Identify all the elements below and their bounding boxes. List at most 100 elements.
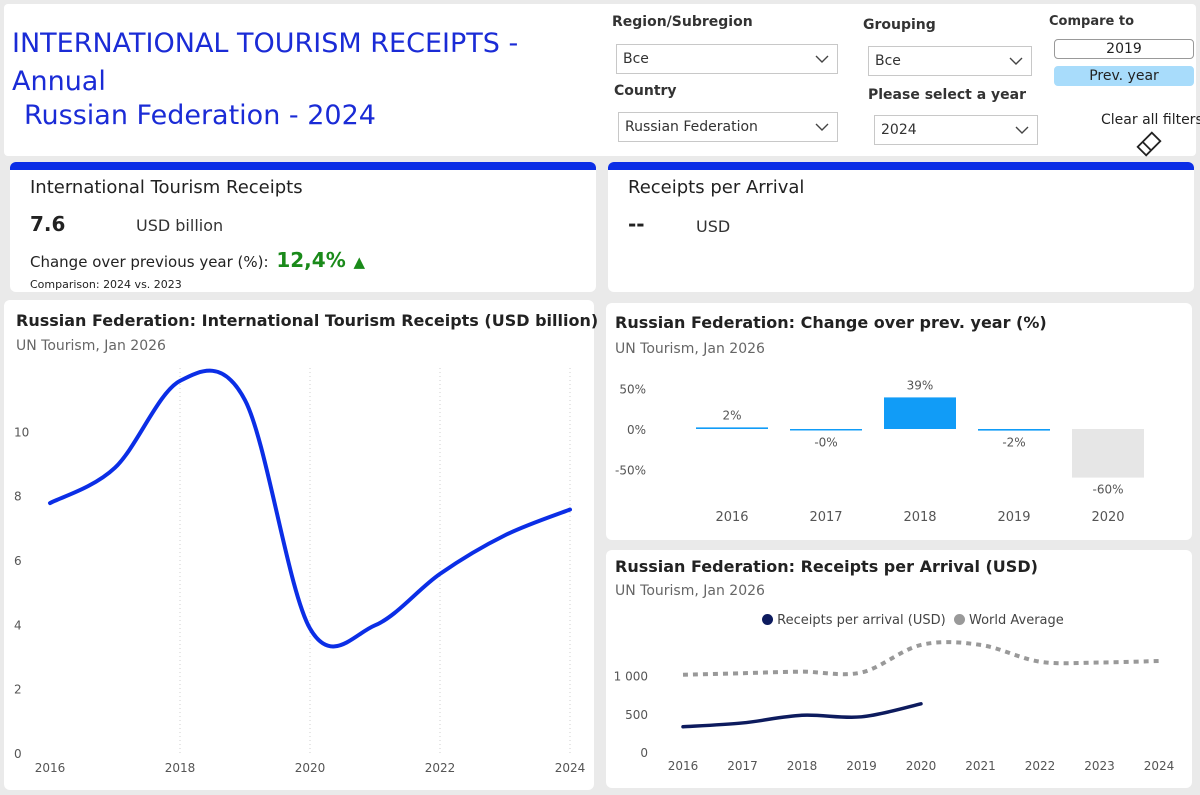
- chart-subtitle: UN Tourism, Jan 2026: [615, 583, 765, 599]
- data-label: -60%: [1092, 483, 1123, 497]
- header-panel: INTERNATIONAL TOURISM RECEIPTS - Annual …: [4, 4, 1200, 158]
- compare-option-prev-year[interactable]: Prev. year: [1054, 66, 1194, 86]
- chevron-down-icon: [1009, 57, 1023, 65]
- chart-title: Russian Federation: Change over prev. ye…: [615, 313, 1047, 332]
- page-title-line3: Russian Federation - 2024: [24, 100, 376, 131]
- kpi-receipts-value: 7.6: [30, 212, 66, 236]
- clear-filters-label[interactable]: Clear all filters: [1101, 112, 1200, 128]
- x-tick-label: 2020: [1091, 510, 1124, 525]
- series-line-receipts: [48, 368, 572, 649]
- y-tick-label: -50%: [615, 464, 646, 478]
- compare-label: Compare to: [1049, 14, 1134, 29]
- region-select-value: Все: [623, 51, 649, 67]
- chart-title: Russian Federation: International Touris…: [16, 311, 599, 330]
- grouping-label: Grouping: [863, 17, 936, 33]
- bar-2017: [790, 429, 862, 431]
- kpi-change-value: 12,4%: [276, 248, 346, 272]
- y-tick-label: 0: [640, 746, 648, 760]
- y-tick-label: 8: [14, 490, 22, 504]
- bar-2020: [1072, 429, 1144, 478]
- y-tick-label: 50%: [619, 383, 646, 397]
- x-tick-label: 2018: [165, 761, 196, 775]
- page-title-line2: Annual: [12, 66, 106, 97]
- chevron-down-icon: [815, 55, 829, 63]
- year-label: Please select a year: [868, 87, 1026, 103]
- kpi-receipts-card: International Tourism Receipts 7.6 USD b…: [10, 162, 596, 292]
- chart-legend: Receipts per arrival (USD) World Average: [762, 613, 1064, 628]
- kpi-receipts-title: International Tourism Receipts: [30, 177, 303, 198]
- x-tick-label: 2020: [906, 759, 937, 773]
- per-arrival-line-chart: 0 500 1 000 2016 2017 2018 2019 2020 2021 2022 202…: [614, 640, 1175, 773]
- data-label: -2%: [1002, 436, 1025, 450]
- x-tick-label: 2024: [1144, 759, 1175, 773]
- year-select-value: 2024: [881, 122, 917, 138]
- kpi-per-arrival-title: Receipts per Arrival: [628, 177, 805, 198]
- data-label: 39%: [907, 378, 934, 392]
- eraser-icon[interactable]: [1134, 130, 1164, 158]
- kpi-per-arrival-unit: USD: [696, 217, 731, 236]
- chevron-down-icon: [1015, 126, 1029, 134]
- bar-2016: [696, 427, 768, 429]
- y-tick-label: 0%: [627, 423, 646, 437]
- x-tick-label: 2019: [846, 759, 877, 773]
- kpi-change-label: Change over previous year (%):: [30, 253, 269, 271]
- y-tick-label: 4: [14, 618, 22, 632]
- kpi-comparison-note: Comparison: 2024 vs. 2023: [30, 278, 182, 291]
- legend-item-world-average: World Average: [968, 613, 1064, 628]
- x-tick-label: 2016: [715, 510, 748, 525]
- change-bar-chart: 50% 0% -50% 2% 2016 -0% 2017 39% 2018 -2% 2019 -60%…: [615, 378, 1144, 525]
- x-tick-label: 2016: [35, 761, 66, 775]
- receipts-chart-card: Russian Federation: International Touris…: [4, 300, 598, 790]
- x-tick-label: 2020: [295, 761, 326, 775]
- y-tick-label: 1 000: [614, 670, 648, 684]
- x-tick-label: 2019: [997, 510, 1030, 525]
- legend-item-per-arrival: Receipts per arrival (USD): [777, 613, 946, 628]
- series-line-per-arrival: [681, 702, 923, 729]
- y-tick-label: 2: [14, 683, 22, 697]
- kpi-per-arrival-card: Receipts per Arrival -- USD: [608, 162, 1194, 292]
- chevron-down-icon: [815, 123, 829, 131]
- region-select[interactable]: Все: [616, 44, 838, 74]
- x-tick-label: 2021: [965, 759, 996, 773]
- chart-title: Russian Federation: Receipts per Arrival…: [615, 557, 1038, 576]
- chart-subtitle: UN Tourism, Jan 2026: [615, 341, 765, 357]
- country-select[interactable]: Russian Federation: [618, 112, 838, 142]
- per-arrival-chart-card: Russian Federation: Receipts per Arrival…: [606, 550, 1192, 788]
- chart-subtitle: UN Tourism, Jan 2026: [16, 338, 166, 354]
- kpi-per-arrival-value: --: [628, 212, 645, 236]
- kpi-accent-bar: [10, 162, 596, 170]
- x-tick-label: 2022: [425, 761, 456, 775]
- region-label: Region/Subregion: [612, 14, 753, 30]
- x-tick-label: 2024: [555, 761, 586, 775]
- y-tick-label: 6: [14, 554, 22, 568]
- x-tick-label: 2017: [727, 759, 758, 773]
- y-tick-label: 0: [14, 747, 22, 761]
- legend-dot-icon: [953, 614, 965, 625]
- x-tick-label: 2023: [1084, 759, 1115, 773]
- x-tick-label: 2017: [809, 510, 842, 525]
- grouping-select-value: Все: [875, 53, 901, 69]
- receipts-line-chart: 2016 2018 2020 2022 2024 0 2 4 6 8 10: [14, 368, 586, 775]
- grouping-select[interactable]: Все: [868, 46, 1032, 76]
- compare-option-2019[interactable]: 2019: [1054, 39, 1194, 59]
- triangle-up-icon: ▲: [353, 253, 366, 271]
- x-tick-label: 2018: [787, 759, 818, 773]
- year-select[interactable]: 2024: [874, 115, 1038, 145]
- kpi-accent-bar: [608, 162, 1194, 170]
- data-label: 2%: [722, 408, 741, 422]
- bar-2018: [884, 397, 956, 429]
- y-tick-label: 500: [625, 708, 648, 722]
- country-select-value: Russian Federation: [625, 119, 758, 135]
- change-chart-card: Russian Federation: Change over prev. ye…: [606, 303, 1192, 540]
- page-title-line1: INTERNATIONAL TOURISM RECEIPTS -: [12, 28, 519, 59]
- country-label: Country: [614, 83, 677, 99]
- kpi-receipts-unit: USD billion: [136, 216, 224, 235]
- bar-2019: [978, 429, 1050, 431]
- x-tick-label: 2018: [903, 510, 936, 525]
- y-tick-label: 10: [14, 425, 29, 439]
- x-tick-label: 2016: [668, 759, 699, 773]
- data-label: -0%: [814, 436, 837, 450]
- kpi-change-row: Change over previous year (%): 12,4% ▲: [30, 248, 365, 272]
- x-tick-label: 2022: [1025, 759, 1056, 773]
- legend-dot-icon: [762, 614, 773, 625]
